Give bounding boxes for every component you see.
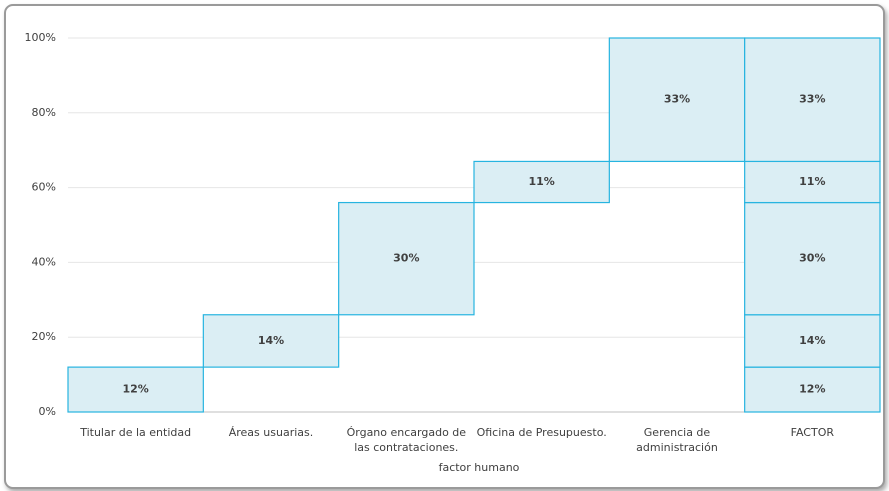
bar (608, 37, 746, 163)
y-tick-label: 0% (39, 405, 56, 418)
y-tick-label: 60% (32, 181, 56, 194)
bar (744, 201, 881, 316)
data-label: 14% (799, 334, 825, 347)
x-tick-label: Oficina de Presupuesto. (476, 426, 607, 439)
bar (744, 314, 881, 368)
bar (202, 314, 340, 368)
data-label: 14% (258, 334, 284, 347)
y-tick-label: 40% (32, 255, 56, 268)
bar (338, 201, 475, 316)
bar (67, 366, 204, 413)
bar (744, 366, 881, 413)
data-label: 11% (799, 175, 825, 188)
bar (473, 160, 610, 204)
x-tick-label: FACTOR (790, 426, 834, 439)
y-tick-label: 20% (32, 330, 56, 343)
bar (744, 37, 881, 163)
data-label: 33% (799, 93, 825, 106)
x-axis-title: factor humano (438, 461, 520, 474)
data-label: 12% (122, 383, 148, 396)
x-tick-label: Áreas usuarias. (228, 426, 314, 439)
x-tick-label: Titular de la entidad (80, 426, 192, 439)
x-tick-label: Gerencia de administración (636, 426, 718, 454)
y-tick-label: 100% (25, 31, 56, 44)
data-label: 30% (393, 252, 419, 265)
data-label: 33% (664, 93, 690, 106)
data-label: 30% (799, 252, 825, 265)
y-tick-label: 80% (32, 106, 56, 119)
bar (744, 160, 881, 204)
x-tick-label: Órgano encargado de las contrataciones. (346, 426, 467, 454)
data-label: 11% (528, 175, 554, 188)
data-label: 12% (799, 383, 825, 396)
